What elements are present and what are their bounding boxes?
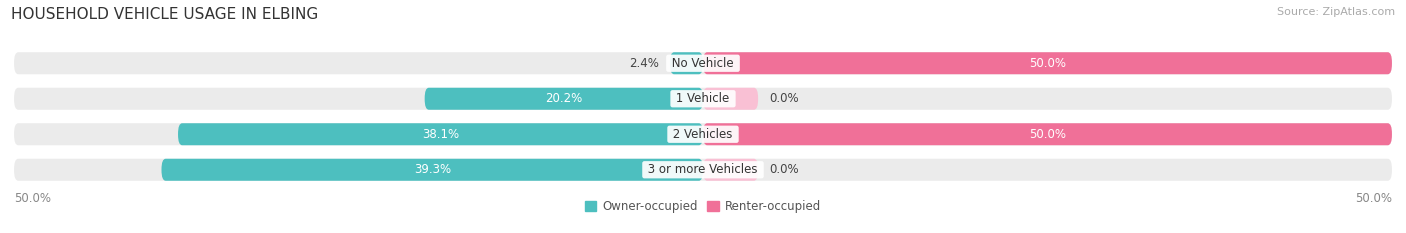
Legend: Owner-occupied, Renter-occupied: Owner-occupied, Renter-occupied	[579, 195, 827, 218]
Text: No Vehicle: No Vehicle	[668, 57, 738, 70]
Text: 0.0%: 0.0%	[769, 163, 799, 176]
Text: 2.4%: 2.4%	[628, 57, 659, 70]
FancyBboxPatch shape	[14, 52, 1392, 74]
FancyBboxPatch shape	[162, 159, 703, 181]
Text: Source: ZipAtlas.com: Source: ZipAtlas.com	[1277, 7, 1395, 17]
FancyBboxPatch shape	[14, 159, 1392, 181]
FancyBboxPatch shape	[703, 159, 758, 181]
FancyBboxPatch shape	[703, 88, 758, 110]
FancyBboxPatch shape	[703, 52, 1392, 74]
Text: 50.0%: 50.0%	[14, 192, 51, 205]
FancyBboxPatch shape	[669, 52, 703, 74]
FancyBboxPatch shape	[179, 123, 703, 145]
Text: HOUSEHOLD VEHICLE USAGE IN ELBING: HOUSEHOLD VEHICLE USAGE IN ELBING	[11, 7, 319, 22]
FancyBboxPatch shape	[425, 88, 703, 110]
Text: 38.1%: 38.1%	[422, 128, 460, 141]
Text: 50.0%: 50.0%	[1029, 57, 1066, 70]
FancyBboxPatch shape	[14, 88, 1392, 110]
Text: 2 Vehicles: 2 Vehicles	[669, 128, 737, 141]
Text: 20.2%: 20.2%	[546, 92, 582, 105]
Text: 0.0%: 0.0%	[769, 92, 799, 105]
Text: 50.0%: 50.0%	[1029, 128, 1066, 141]
Text: 50.0%: 50.0%	[1355, 192, 1392, 205]
Text: 1 Vehicle: 1 Vehicle	[672, 92, 734, 105]
FancyBboxPatch shape	[703, 123, 1392, 145]
FancyBboxPatch shape	[14, 123, 1392, 145]
Text: 39.3%: 39.3%	[413, 163, 451, 176]
Text: 3 or more Vehicles: 3 or more Vehicles	[644, 163, 762, 176]
